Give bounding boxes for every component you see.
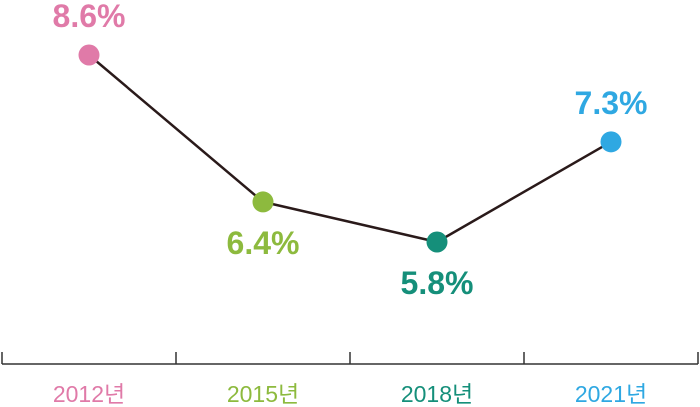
data-point — [252, 191, 274, 213]
x-tick-label: 2018년 — [401, 381, 473, 407]
x-tick-label: 2021년 — [575, 381, 647, 407]
data-points — [78, 44, 622, 253]
data-label: 7.3% — [575, 85, 648, 121]
data-label: 5.8% — [401, 265, 474, 301]
x-tick-label: 2012년 — [53, 381, 125, 407]
x-tick-labels: 2012년 2015년 2018년 2021년 — [53, 381, 647, 407]
x-axis — [1, 352, 699, 365]
series-line — [88, 54, 612, 244]
data-label: 8.6% — [53, 0, 126, 34]
data-label: 6.4% — [227, 225, 300, 261]
series-line-layer — [88, 54, 612, 244]
data-point — [78, 44, 100, 66]
x-tick-label: 2015년 — [227, 381, 299, 407]
data-point — [426, 231, 448, 253]
data-labels: 8.6% 6.4% 5.8% 7.3% — [53, 0, 648, 301]
data-point — [600, 131, 622, 153]
